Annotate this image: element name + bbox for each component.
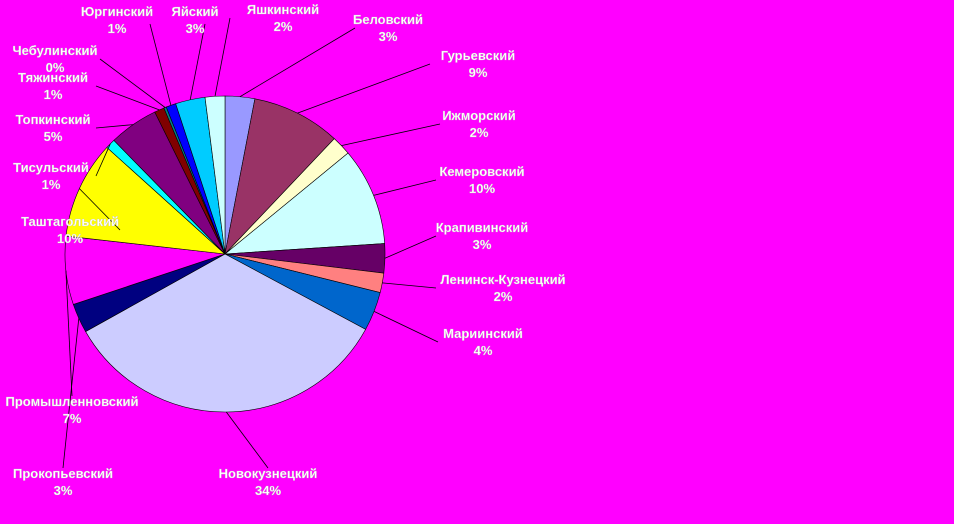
slice-percent: 3% (54, 483, 73, 498)
slice-percent: 5% (44, 129, 63, 144)
slice-label: Юргинский 1% (81, 4, 153, 36)
leader-line (297, 63, 431, 114)
slice-percent: 9% (469, 65, 488, 80)
slice-label: Тисульский 1% (13, 160, 89, 192)
pie-slice (204, 95, 226, 255)
slice-label: Ленинск-Кузнецкий 2% (440, 272, 565, 304)
slice-label: Таштагольский 10% (21, 214, 119, 246)
pie-slice (224, 98, 335, 255)
leader-line (65, 270, 73, 397)
slice-percent: 4% (474, 343, 493, 358)
slice-label: Мариинский 4% (443, 326, 523, 358)
slice-name: Прокопьевский (13, 466, 113, 481)
slice-name: Яшкинский (247, 2, 319, 17)
leader-line (95, 85, 160, 111)
slice-label: Беловский 3% (353, 12, 423, 44)
leader-line (62, 318, 80, 469)
pie-slice (85, 253, 367, 413)
slice-percent: 10% (469, 181, 495, 196)
leader-line (95, 143, 111, 177)
leader-line (384, 235, 437, 259)
leader-line (382, 282, 437, 289)
slice-label: Чебулинский 0% (13, 43, 98, 75)
leader-line (373, 179, 437, 196)
slice-percent: 2% (470, 125, 489, 140)
leader-line (95, 124, 134, 129)
slice-label: Новокузнецкий 34% (219, 466, 318, 498)
slice-percent: 1% (108, 21, 127, 36)
leader-line (214, 17, 231, 97)
slice-percent: 7% (63, 411, 82, 426)
slice-name: Ижморский (442, 108, 516, 123)
slice-name: Гурьевский (441, 48, 515, 63)
slice-name: Промышленновский (6, 394, 139, 409)
slice-name: Кемеровский (439, 164, 524, 179)
slice-label: Тяжинский 1% (18, 70, 88, 102)
leader-line (341, 123, 441, 146)
slice-name: Топкинский (16, 112, 91, 127)
slice-label: Крапивинский 3% (436, 220, 529, 252)
pie-slice (224, 152, 385, 255)
slice-name: Юргинский (81, 4, 153, 19)
slice-percent: 34% (255, 483, 281, 498)
leader-line (189, 23, 206, 100)
slice-name: Тисульский (13, 160, 89, 175)
slice-name: Крапивинский (436, 220, 529, 235)
slice-percent: 1% (42, 177, 61, 192)
slice-name: Чебулинский (13, 43, 98, 58)
pie-slices (64, 95, 386, 413)
leader-lines (62, 17, 441, 469)
slice-name: Тяжинский (18, 70, 88, 85)
slice-label: Промышленновский 7% (6, 394, 139, 426)
leader-line (225, 411, 269, 469)
slice-name: Яйский (171, 4, 218, 19)
slice-label: Прокопьевский 3% (13, 466, 113, 498)
slice-percent: 0% (46, 60, 65, 75)
slice-label: Топкинский 5% (16, 112, 91, 144)
leader-line (149, 23, 172, 106)
slice-name: Ленинск-Кузнецкий (440, 272, 565, 287)
leader-line (79, 188, 121, 231)
slice-label: Ижморский 2% (442, 108, 516, 140)
slice-labels: Беловский 3% Гурьевский 9% Ижморский 2% Кемеро… (5, 2, 565, 498)
slice-label: Кемеровский 10% (439, 164, 524, 196)
slice-name: Таштагольский (21, 214, 119, 229)
slice-label: Яйский 3% (171, 4, 218, 36)
leader-line (239, 27, 356, 98)
slice-percent: 3% (473, 237, 492, 252)
pie-slice (65, 146, 226, 255)
slice-name: Новокузнецкий (219, 466, 318, 481)
slice-label: Яшкинский 2% (247, 2, 319, 34)
slice-percent: 2% (494, 289, 513, 304)
slice-percent: 10% (57, 231, 83, 246)
leader-line (373, 311, 439, 343)
slice-percent: 3% (186, 21, 205, 36)
slice-percent: 2% (274, 19, 293, 34)
leader-line (99, 58, 166, 108)
slice-label: Гурьевский 9% (441, 48, 515, 80)
slice-percent: 1% (44, 87, 63, 102)
slice-name: Беловский (353, 12, 423, 27)
slice-percent: 3% (379, 29, 398, 44)
slice-name: Мариинский (443, 326, 523, 341)
